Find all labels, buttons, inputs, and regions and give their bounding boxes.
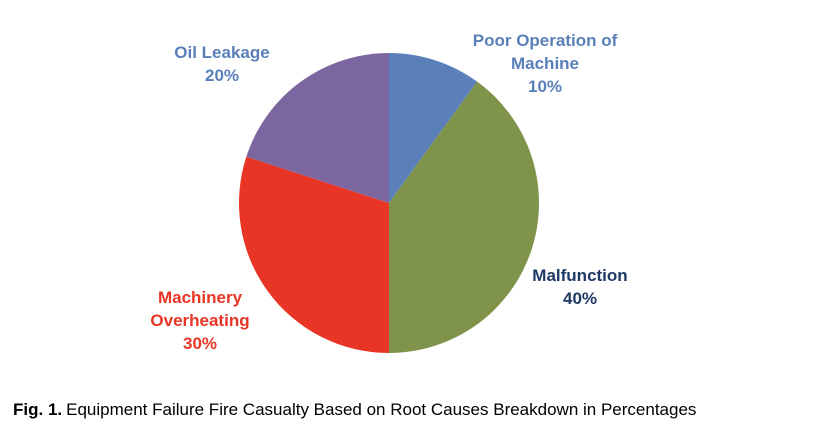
category-label: Oil Leakage xyxy=(174,43,270,62)
figure-label: Fig. 1. xyxy=(13,400,63,419)
pie-slice xyxy=(389,53,478,203)
pie-slice xyxy=(246,53,389,203)
category-label: Poor Operation of Machine xyxy=(472,31,618,73)
value-label: 30% xyxy=(182,334,218,353)
slice-label: Oil Leakage 20% xyxy=(147,41,297,87)
slice-label: Malfunction 40% xyxy=(505,264,655,310)
pie-slice xyxy=(238,156,389,353)
caption-text: Equipment Failure Fire Casualty Based on… xyxy=(66,400,697,419)
category-label: Machinery Overheating xyxy=(150,288,250,330)
value-label: 20% xyxy=(204,66,240,85)
value-label: 40% xyxy=(562,289,598,308)
slice-label: Machinery Overheating 30% xyxy=(130,286,270,355)
value-label: 10% xyxy=(527,77,563,96)
pie-chart xyxy=(238,53,540,353)
slice-label: Poor Operation of Machine 10% xyxy=(460,29,630,98)
pie-slice xyxy=(389,81,540,353)
figure-caption: Fig. 1. Equipment Failure Fire Casualty B… xyxy=(13,400,696,420)
category-label: Malfunction xyxy=(532,266,628,285)
